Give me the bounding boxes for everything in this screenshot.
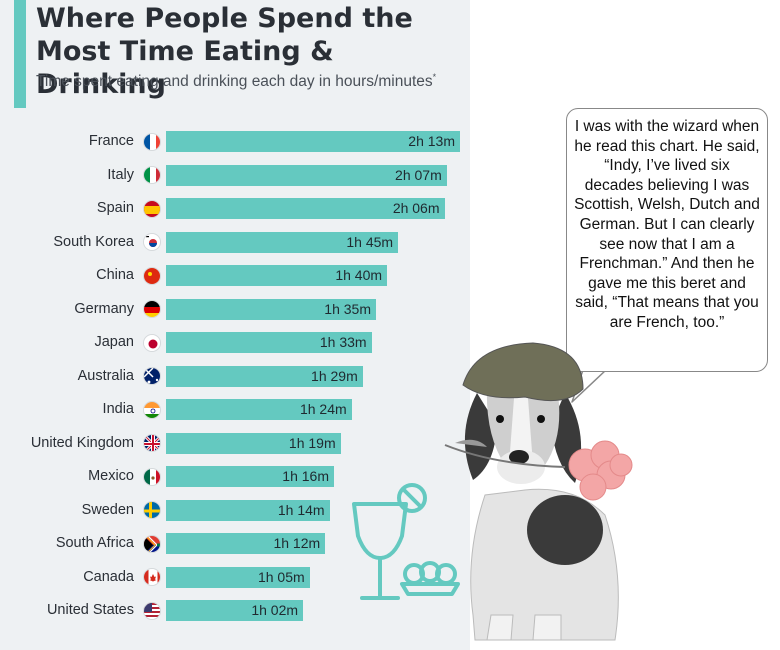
bar: 1h 29m bbox=[166, 365, 363, 387]
bar-value-label: 1h 05m bbox=[257, 568, 305, 585]
flag-icon bbox=[143, 501, 161, 519]
bar: 1h 19m bbox=[166, 432, 341, 454]
chart-card: Where People Spend the Most Time Eating … bbox=[0, 0, 470, 650]
bar-value-label: 1h 19m bbox=[288, 434, 336, 451]
country-label: United Kingdom bbox=[30, 434, 134, 451]
flag-icon bbox=[143, 434, 161, 452]
country-label: Italy bbox=[107, 166, 134, 183]
flag-icon bbox=[143, 367, 161, 385]
country-label: Germany bbox=[74, 300, 134, 317]
flag-icon bbox=[143, 601, 161, 620]
country-label: Mexico bbox=[88, 468, 134, 484]
title-accent-bar bbox=[14, 0, 26, 108]
bar: 1h 40m bbox=[166, 265, 388, 286]
bar-value-label: 1h 40m bbox=[335, 267, 383, 283]
country-label: Spain bbox=[96, 200, 134, 216]
bar-value-label: 1h 02m bbox=[251, 602, 299, 618]
dog-illustration bbox=[444, 342, 633, 641]
cocktail-glass-icon bbox=[352, 483, 460, 600]
flag-icon bbox=[143, 333, 161, 352]
bar-value-label: 1h 29m bbox=[311, 367, 358, 384]
country-label: India bbox=[102, 401, 134, 417]
bar-value-label: 1h 24m bbox=[299, 401, 347, 417]
bar-value-label: 1h 14m bbox=[277, 501, 325, 518]
bar-value-label: 2h 07m bbox=[395, 166, 442, 183]
bar: 1h 24m bbox=[166, 399, 352, 420]
country-label: France bbox=[88, 133, 134, 149]
flag-icon bbox=[143, 132, 161, 151]
bar-value-label: 1h 45m bbox=[346, 233, 394, 250]
bar: 1h 45m bbox=[166, 231, 399, 253]
bar: 1h 35m bbox=[166, 298, 376, 320]
bar: 2h 13m bbox=[166, 131, 460, 152]
flag-icon bbox=[143, 266, 161, 285]
bar: 1h 12m bbox=[166, 533, 326, 554]
flag-icon bbox=[143, 300, 161, 318]
flag-icon bbox=[143, 534, 161, 553]
subtitle-text: Time spent eating and drinking each day … bbox=[36, 73, 433, 91]
bar-value-label: 1h 33m bbox=[319, 334, 367, 350]
flag-icon bbox=[143, 199, 161, 218]
bar-chart: France 2h 13m Italy 2h 07m Spain 2h 06m South … bbox=[30, 131, 460, 621]
flag-icon bbox=[143, 166, 161, 184]
speech-bubble: I was with the wizard when he read this … bbox=[566, 108, 768, 372]
flag-icon bbox=[143, 568, 161, 586]
bar-value-label: 1h 16m bbox=[282, 468, 329, 484]
country-label: South Africa bbox=[55, 535, 134, 551]
bar: 1h 33m bbox=[166, 332, 372, 353]
country-label: Japan bbox=[94, 334, 134, 350]
chart-subtitle: Time spent eating and drinking each day … bbox=[36, 72, 436, 91]
chart-title: Where People Spend the Most Time Eating … bbox=[36, 3, 413, 100]
bar-value-label: 2h 06m bbox=[392, 200, 440, 216]
bar-value-label: 1h 12m bbox=[273, 535, 321, 551]
country-label: Australia bbox=[77, 367, 134, 384]
speech-bubble-text: I was with the wizard when he read this … bbox=[574, 118, 760, 331]
bar: 2h 06m bbox=[166, 198, 445, 219]
country-label: Sweden bbox=[81, 501, 134, 518]
bar-value-label: 1h 35m bbox=[324, 300, 371, 317]
flag-icon bbox=[143, 467, 161, 486]
flag-icon bbox=[143, 400, 161, 419]
country-label: China bbox=[96, 267, 134, 283]
bar: 1h 16m bbox=[166, 466, 334, 487]
country-label: Canada bbox=[83, 568, 134, 585]
bar: 1h 14m bbox=[166, 499, 330, 521]
bar-value-label: 2h 13m bbox=[408, 133, 455, 149]
bar: 1h 05m bbox=[166, 566, 310, 588]
flag-icon bbox=[143, 233, 161, 251]
subtitle-footnote-mark: * bbox=[432, 72, 437, 82]
bar: 1h 02m bbox=[166, 600, 304, 621]
country-label: South Korea bbox=[53, 233, 134, 250]
country-label: United States bbox=[46, 602, 134, 618]
bar: 2h 07m bbox=[166, 164, 447, 186]
